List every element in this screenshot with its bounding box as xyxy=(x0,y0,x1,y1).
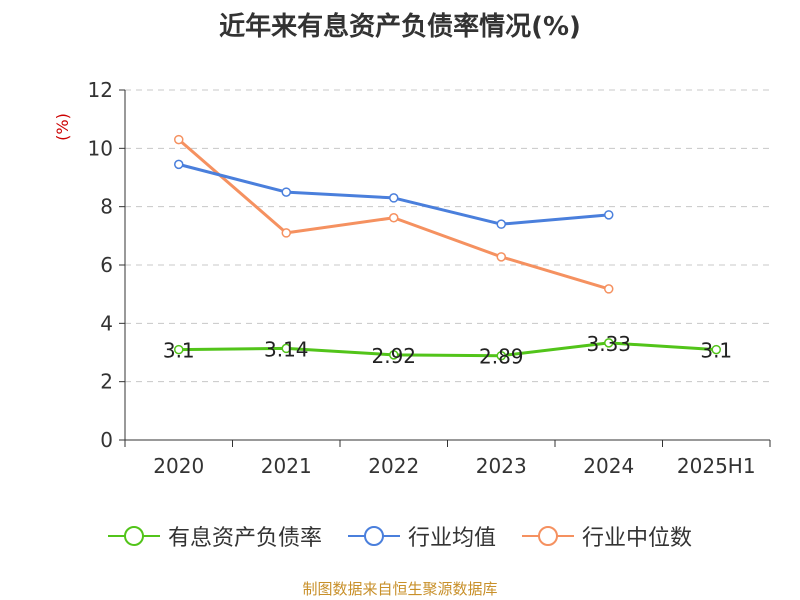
x-tick-label: 2021 xyxy=(261,454,312,478)
x-tick-label: 2024 xyxy=(583,454,634,478)
data-point xyxy=(389,193,399,203)
data-point xyxy=(389,213,399,223)
data-point xyxy=(496,252,506,262)
x-tick-label: 2022 xyxy=(368,454,419,478)
legend-swatch xyxy=(522,526,574,546)
data-label: 2.92 xyxy=(371,344,416,368)
data-label: 3.1 xyxy=(700,339,732,363)
axes: 0 2 4 6 8 10 12 2020 2021 2022 2023 2024 2025H1 xyxy=(88,78,771,478)
data-point xyxy=(281,187,291,197)
data-point xyxy=(174,159,184,170)
data-label: 3.33 xyxy=(586,332,631,356)
source-note: 制图数据来自恒生聚源数据库 xyxy=(302,580,498,598)
x-tick-label: 2020 xyxy=(153,454,204,478)
data-point xyxy=(496,219,506,229)
series-lines xyxy=(174,134,721,361)
legend-label: 有息资产负债率 xyxy=(167,526,322,551)
data-label: 3.14 xyxy=(264,337,309,361)
data-point xyxy=(389,350,399,360)
grid-lines xyxy=(125,89,770,383)
data-point xyxy=(604,338,614,348)
legend-item[interactable]: 行业中位数 xyxy=(522,520,692,552)
y-tick-label: 12 xyxy=(88,78,113,102)
y-tick-label: 8 xyxy=(100,195,113,219)
y-axis-label: (%) xyxy=(53,113,72,141)
y-tick-label: 2 xyxy=(100,370,113,394)
data-label: 2.89 xyxy=(479,345,524,369)
legend-swatch xyxy=(107,526,160,546)
data-point xyxy=(604,284,614,294)
data-point xyxy=(174,344,184,355)
y-tick-label: 4 xyxy=(100,311,113,335)
data-point xyxy=(604,210,614,220)
series-line xyxy=(178,341,717,358)
data-point xyxy=(174,134,184,145)
legend-label: 行业中位数 xyxy=(582,526,693,551)
data-point xyxy=(281,343,291,354)
y-tick-label: 6 xyxy=(100,253,113,277)
legend-item[interactable]: 行业均值 xyxy=(347,520,496,552)
y-tick-label: 0 xyxy=(100,428,113,452)
data-point xyxy=(711,344,721,355)
legend: 有息资产负债率 行业均值 行业中位数 xyxy=(0,520,800,552)
x-tick-label: 2023 xyxy=(476,454,527,478)
legend-item[interactable]: 有息资产负债率 xyxy=(107,520,322,552)
chart-title: 近年来有息资产负债率情况(%) xyxy=(219,12,581,42)
legend-label: 行业均值 xyxy=(407,526,496,551)
data-label: 3.1 xyxy=(163,339,195,363)
y-tick-label: 10 xyxy=(88,136,113,160)
data-point xyxy=(496,350,506,361)
legend-swatch xyxy=(347,526,400,546)
x-tick-label: 2025H1 xyxy=(677,454,756,478)
data-labels: 3.1 3.14 2.92 2.89 3.33 3.1 xyxy=(163,332,732,369)
data-point xyxy=(281,228,291,238)
